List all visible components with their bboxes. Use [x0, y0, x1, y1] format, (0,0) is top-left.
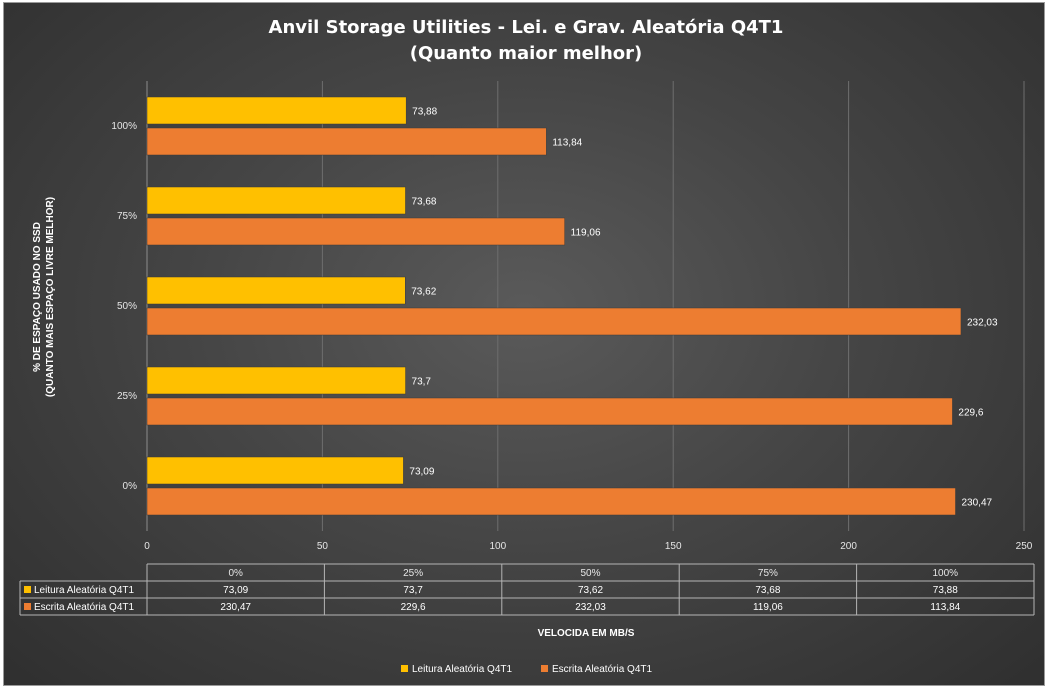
data-label: 73,88	[412, 107, 437, 118]
table-value-cell: 73,68	[755, 585, 780, 596]
legend-swatch	[541, 665, 548, 672]
x-tick-label: 50	[317, 541, 329, 552]
bar-leitura	[146, 366, 406, 395]
bar-leitura	[146, 96, 407, 125]
table-header-cell: 25%	[403, 568, 423, 579]
table-header-cell: 50%	[580, 568, 600, 579]
x-tick-label: 200	[840, 541, 857, 552]
table-header-cell: 0%	[228, 568, 243, 579]
table-header-cell: 100%	[933, 568, 959, 579]
data-table: 0% 25% 50% 75% 100% Leitura Aleatória Q4T1 73,…	[19, 563, 1035, 616]
y-tick-label: 75%	[117, 211, 137, 222]
data-label: 73,68	[411, 197, 436, 208]
table-value-cell: 113,84	[930, 602, 960, 613]
table-value-cell: 73,62	[578, 585, 603, 596]
table-value-cell: 232,03	[575, 602, 606, 613]
chart-title-line2: (Quanto maior melhor)	[410, 43, 643, 64]
bar-leitura	[146, 456, 404, 485]
table-value-cell: 229,6	[401, 602, 426, 613]
table-value-cell: 73,09	[223, 585, 248, 596]
data-label: 73,09	[409, 467, 434, 478]
bar-leitura	[146, 276, 406, 305]
y-tick-label: 0%	[123, 481, 138, 492]
legend-label: Escrita Aleatória Q4T1	[552, 664, 652, 675]
legend-label: Leitura Aleatória Q4T1	[412, 664, 512, 675]
y-axis-title-line1: % DE ESPAÇO USADO NO SSD	[32, 222, 43, 372]
bar-escrita	[146, 127, 547, 156]
data-label: 230,47	[961, 498, 992, 509]
table-value-cell: 73,7	[403, 585, 423, 596]
bar-escrita	[146, 307, 962, 336]
table-header-cell: 75%	[758, 568, 778, 579]
data-label: 232,03	[967, 318, 998, 329]
data-label: 119,06	[571, 228, 601, 239]
legend-swatch	[401, 665, 408, 672]
y-tick-label: 50%	[117, 301, 137, 312]
table-value-cell: 73,88	[933, 585, 958, 596]
table-legend-key	[24, 586, 31, 593]
y-tick-label: 100%	[111, 121, 137, 132]
bar-escrita	[146, 217, 565, 246]
data-label: 113,84	[552, 138, 582, 149]
y-axis-title-line2: (QUANTO MAIS ESPAÇO LIVRE MELHOR)	[45, 197, 56, 397]
bar-leitura	[146, 186, 406, 215]
data-label: 73,62	[411, 287, 436, 298]
plot-area: 0 50 100 150 200 250 0% 73,09 230,47 25% 73,7 229,6…	[111, 81, 1033, 552]
data-label: 229,6	[958, 408, 983, 419]
table-value-cell: 230,47	[220, 602, 251, 613]
x-tick-label: 0	[144, 541, 150, 552]
bar-escrita	[146, 397, 953, 426]
chart-container: Anvil Storage Utilities - Lei. e Grav. A…	[3, 2, 1045, 686]
chart-svg: Anvil Storage Utilities - Lei. e Grav. A…	[19, 17, 1035, 675]
table-legend-key	[24, 603, 31, 610]
legend: Leitura Aleatória Q4T1 Escrita Aleatória …	[401, 664, 652, 675]
x-tick-label: 100	[489, 541, 506, 552]
bar-escrita	[146, 487, 956, 516]
data-label: 73,7	[412, 377, 432, 388]
table-series-name: Escrita Aleatória Q4T1	[34, 602, 134, 613]
x-tick-label: 150	[665, 541, 682, 552]
chart-title-line1: Anvil Storage Utilities - Lei. e Grav. A…	[269, 17, 784, 38]
y-tick-label: 25%	[117, 391, 137, 402]
table-value-cell: 119,06	[753, 602, 783, 613]
table-series-name: Leitura Aleatória Q4T1	[34, 585, 134, 596]
x-axis-title: VELOCIDA EM MB/S	[538, 628, 635, 639]
x-tick-label: 250	[1016, 541, 1033, 552]
